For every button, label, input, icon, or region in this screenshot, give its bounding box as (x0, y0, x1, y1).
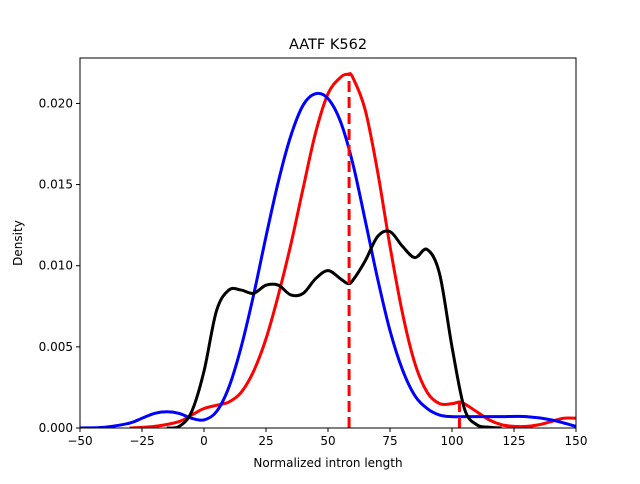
chart-title: AATF K562 (289, 37, 367, 53)
vline-layer (347, 74, 461, 428)
x-tick-label: 25 (258, 434, 273, 448)
y-axis-label: Density (11, 220, 25, 266)
x-tick-label: 100 (441, 434, 464, 448)
x-axis-label: Normalized intron length (253, 456, 402, 470)
density-series-line-1 (129, 72, 576, 428)
y-tick-label: 0.000 (39, 421, 73, 435)
y-tick-label: 0.015 (39, 178, 73, 192)
y-axis-ticks: 0.000 0.005 0.010 0.015 0.020 (39, 96, 80, 435)
y-tick-label: 0.005 (39, 340, 73, 354)
x-tick-label: 150 (565, 434, 588, 448)
y-tick-label: 0.010 (39, 259, 73, 273)
x-axis-ticks: −50 −25 0 25 50 75 100 125 150 (67, 428, 587, 448)
x-tick-label: 50 (320, 434, 335, 448)
x-tick-label: −50 (67, 434, 92, 448)
x-tick-label: −25 (129, 434, 154, 448)
x-tick-label: 0 (200, 434, 208, 448)
density-series-line-2 (80, 91, 576, 428)
y-tick-label: 0.020 (39, 96, 73, 110)
density-series-line-3 (166, 229, 502, 428)
x-tick-label: 125 (503, 434, 526, 448)
series-layer (80, 72, 576, 428)
x-tick-label: 75 (382, 434, 397, 448)
